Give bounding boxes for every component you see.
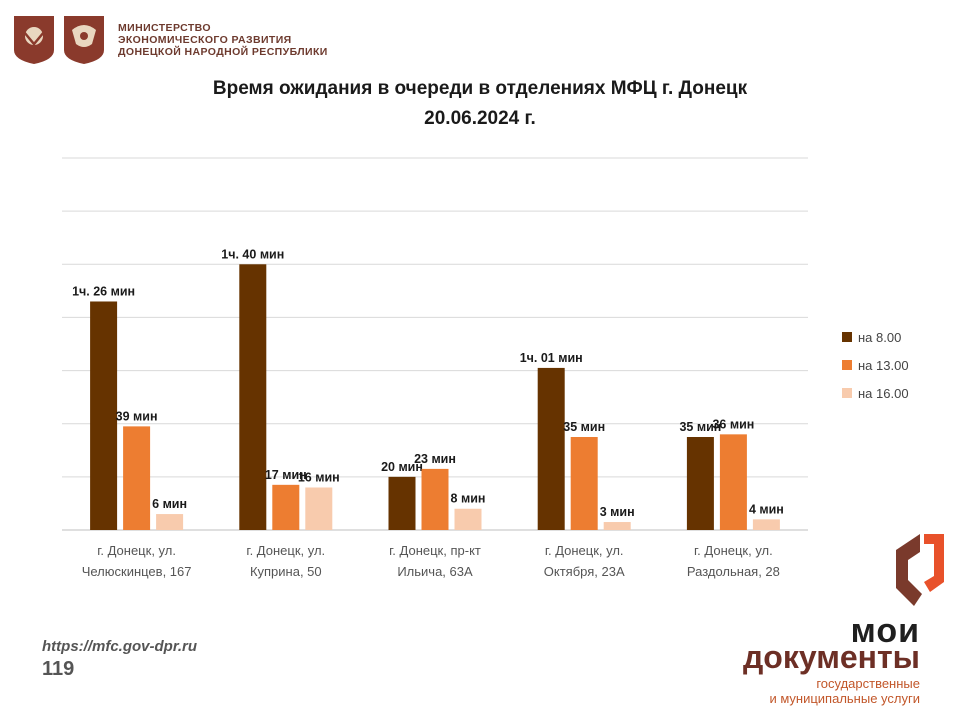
ministry-line: МИНИСТЕРСТВО (118, 22, 211, 34)
brand-line-1: мои (850, 612, 920, 650)
bar (272, 484, 300, 530)
footer-url[interactable]: https://mfc.gov-dpr.ru (42, 638, 197, 655)
legend-label: на 16.00 (858, 386, 909, 401)
dpr-coat-of-arms-icon (64, 16, 104, 64)
data-label: 23 мин (414, 452, 456, 466)
brand-tagline: государственные и муниципальные услуги (769, 676, 920, 706)
category-label: г. Донецк, ул. (545, 543, 624, 558)
data-label: 39 мин (116, 409, 158, 423)
bar (239, 264, 267, 530)
brand-line-2: документы (742, 639, 920, 675)
category-label: Раздольная, 28 (687, 564, 780, 579)
category-label: Ильича, 63А (397, 564, 473, 579)
data-label: 8 мин (451, 492, 486, 506)
bar (388, 476, 416, 530)
bar (305, 487, 333, 530)
bar (570, 437, 598, 530)
category-label: Октября, 23А (544, 564, 625, 579)
data-label: 35 мин (563, 420, 605, 434)
category-label: г. Донецк, ул. (97, 543, 176, 558)
ministry-line: ДОНЕЦКОЙ НАРОДНОЙ РЕСПУБЛИКИ (118, 46, 328, 58)
data-label: 1ч. 26 мин (72, 284, 135, 298)
bar (123, 426, 151, 530)
data-label: 20 мин (381, 460, 423, 474)
bar (421, 468, 449, 530)
data-label: 16 мин (298, 470, 340, 484)
ministry-line: ЭКОНОМИЧЕСКОГО РАЗВИТИЯ (118, 34, 292, 46)
brand-tagline-line: государственные (816, 676, 920, 691)
header: МИНИСТЕРСТВО ЭКОНОМИЧЕСКОГО РАЗВИТИЯ ДОН… (12, 14, 328, 66)
chart-title-block: Время ожидания в очереди в отделениях МФ… (0, 74, 960, 134)
data-label: 17 мин (265, 468, 307, 482)
data-label: 3 мин (600, 505, 635, 519)
bar (537, 367, 565, 530)
chart-subtitle: 20.06.2024 г. (424, 108, 536, 129)
chart-title: Время ожидания в очереди в отделениях МФ… (212, 78, 748, 99)
category-label: г. Донецк, пр-кт (389, 543, 481, 558)
russian-coat-of-arms-icon (14, 16, 54, 64)
legend-swatch (842, 332, 852, 342)
category-label: г. Донецк, ул. (694, 543, 773, 558)
data-label: 6 мин (152, 497, 187, 511)
mfc-logo-icon (896, 534, 944, 606)
legend-swatch (842, 360, 852, 370)
page-number: 119 (42, 658, 75, 680)
bar (90, 301, 118, 530)
legend-label: на 8.00 (858, 330, 901, 345)
bar (603, 522, 631, 530)
data-label: 1ч. 01 мин (520, 351, 583, 365)
category-label: г. Донецк, ул. (246, 543, 325, 558)
data-label: 1ч. 40 мин (221, 247, 284, 261)
legend-label: на 13.00 (858, 358, 909, 373)
category-label: Челюскинцев, 167 (82, 564, 192, 579)
bar (719, 434, 747, 530)
bar (156, 514, 184, 530)
bar (686, 437, 714, 530)
data-label: 35 мин (679, 420, 721, 434)
data-label: 4 мин (749, 502, 784, 516)
brand-tagline-line: и муниципальные услуги (769, 691, 920, 706)
bar (752, 519, 780, 530)
data-label: 36 мин (712, 417, 754, 431)
legend-swatch (842, 388, 852, 398)
bar (454, 508, 482, 530)
category-label: Куприна, 50 (250, 564, 322, 579)
ministry-name: МИНИСТЕРСТВО ЭКОНОМИЧЕСКОГО РАЗВИТИЯ ДОН… (118, 22, 328, 58)
